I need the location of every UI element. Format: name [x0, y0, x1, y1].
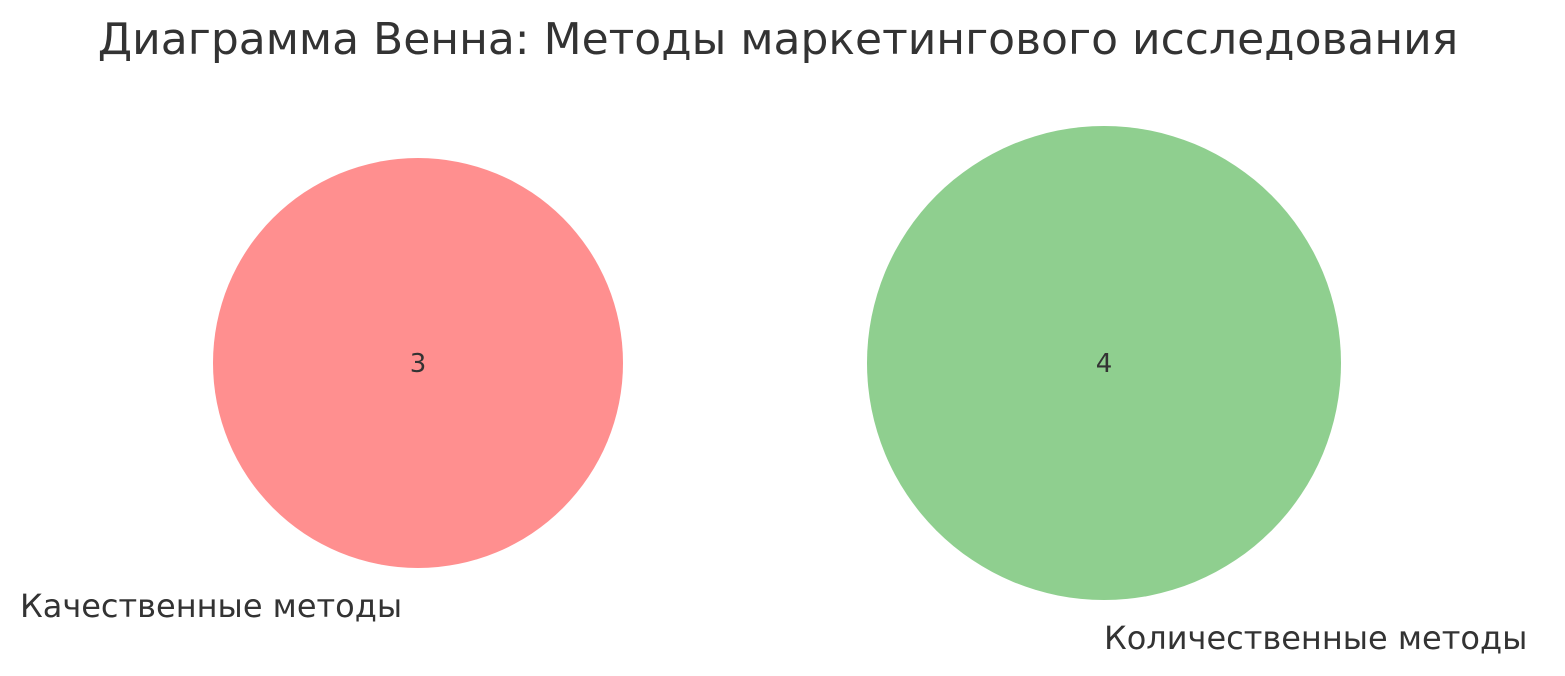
set-circle-quantitative	[867, 126, 1341, 600]
set-label-qualitative: Качественные методы	[20, 587, 402, 625]
set-label-quantitative: Количественные методы	[1104, 619, 1527, 657]
diagram-title: Диаграмма Венна: Методы маркетингового и…	[98, 14, 1458, 65]
set-count-qualitative: 3	[410, 349, 427, 379]
set-count-quantitative: 4	[1096, 349, 1113, 379]
set-circle-qualitative	[213, 158, 623, 568]
